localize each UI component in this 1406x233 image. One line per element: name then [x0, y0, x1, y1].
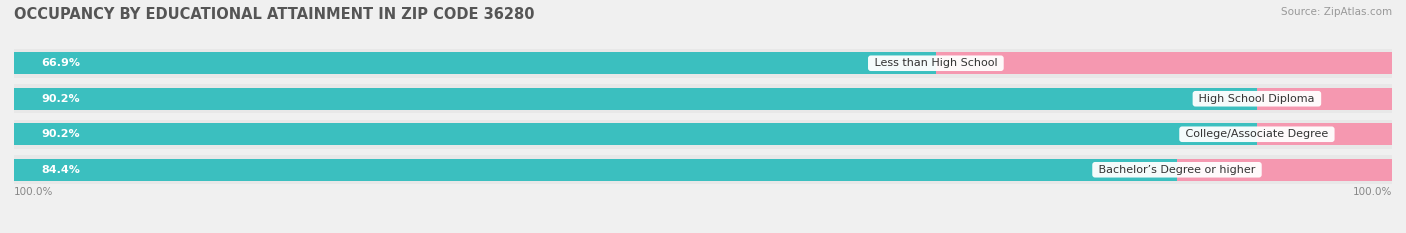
Text: 66.9%: 66.9% [42, 58, 80, 68]
Text: OCCUPANCY BY EDUCATIONAL ATTAINMENT IN ZIP CODE 36280: OCCUPANCY BY EDUCATIONAL ATTAINMENT IN Z… [14, 7, 534, 22]
Text: Source: ZipAtlas.com: Source: ZipAtlas.com [1281, 7, 1392, 17]
Text: College/Associate Degree: College/Associate Degree [1182, 129, 1331, 139]
Bar [14, 88, 1257, 110]
Bar [14, 155, 1392, 184]
Text: 100.0%: 100.0% [1353, 187, 1392, 197]
Bar [14, 120, 1392, 149]
Text: 100.0%: 100.0% [14, 187, 53, 197]
Bar [1177, 159, 1393, 181]
Bar [14, 52, 936, 74]
Bar [14, 84, 1392, 113]
Text: 90.2%: 90.2% [42, 129, 80, 139]
Text: 90.2%: 90.2% [42, 94, 80, 104]
Text: 84.4%: 84.4% [42, 165, 80, 175]
Bar [14, 123, 1257, 145]
Bar [1257, 88, 1392, 110]
Bar [14, 159, 1177, 181]
Bar [14, 49, 1392, 78]
Bar [936, 52, 1392, 74]
Bar [1257, 123, 1392, 145]
Text: Less than High School: Less than High School [870, 58, 1001, 68]
Text: High School Diploma: High School Diploma [1195, 94, 1319, 104]
Text: Bachelor’s Degree or higher: Bachelor’s Degree or higher [1095, 165, 1258, 175]
